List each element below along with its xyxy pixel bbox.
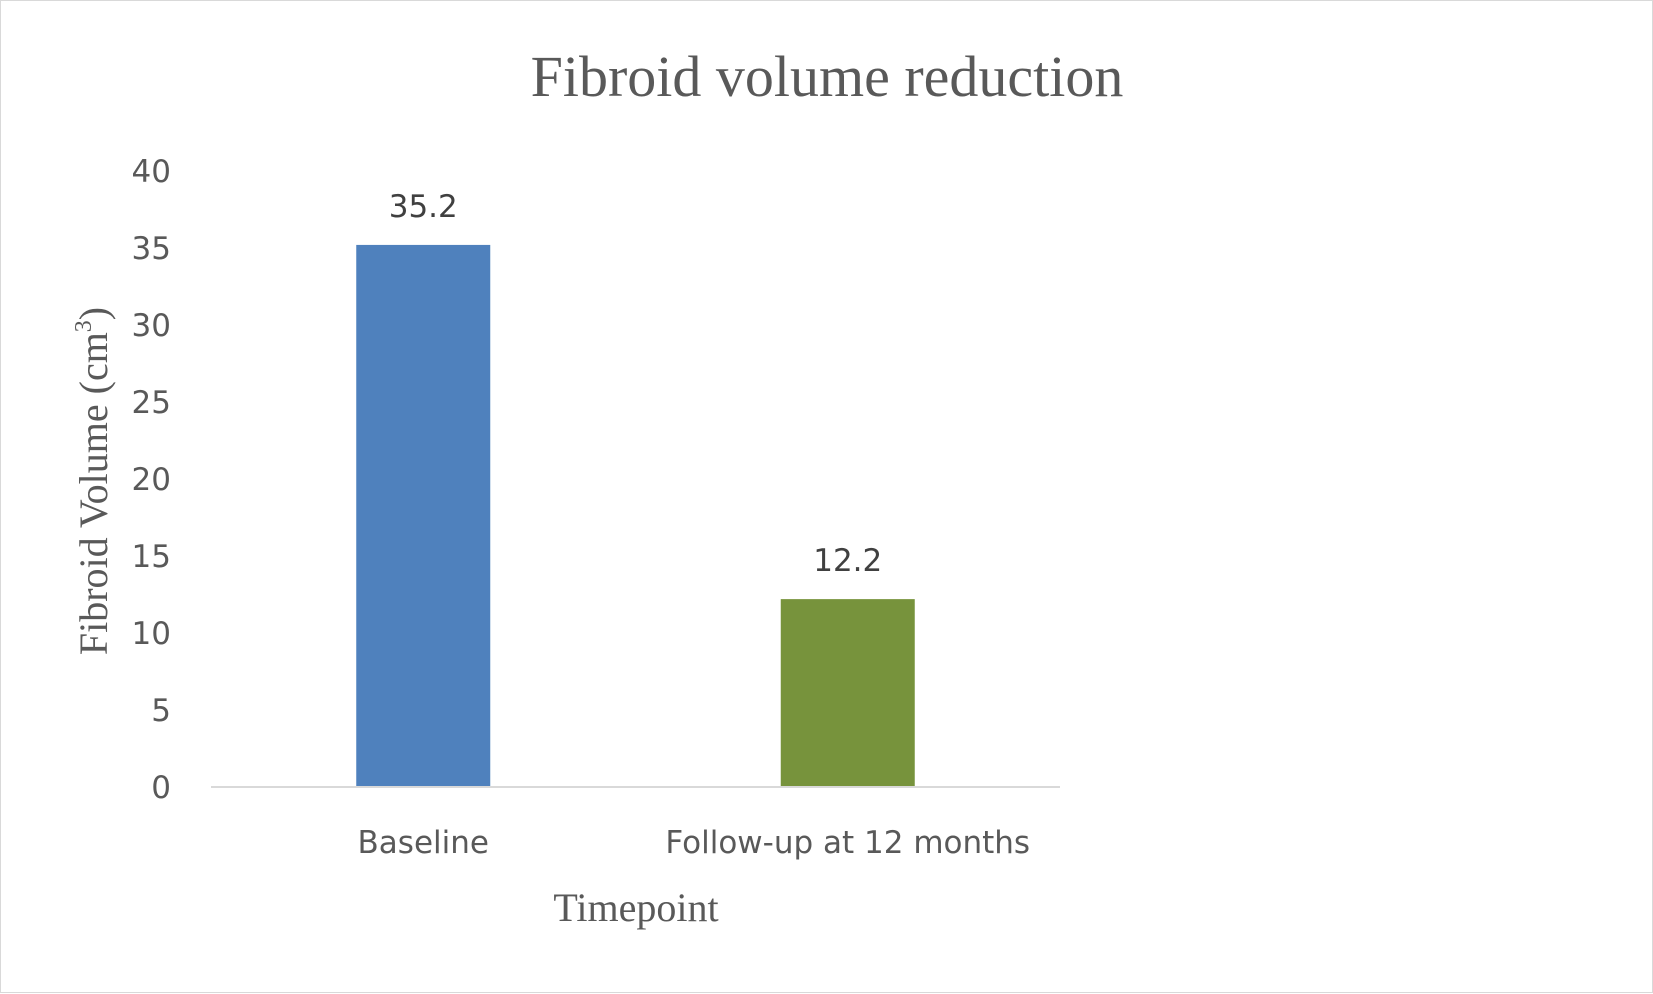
y-tick-label: 15 xyxy=(132,539,171,575)
y-tick-label: 25 xyxy=(132,385,171,421)
data-label-2: 12.2 xyxy=(813,543,882,579)
bars xyxy=(356,244,915,788)
x-category-label-1: Baseline xyxy=(358,825,489,861)
y-axis-ticks: 0 5 10 15 20 25 30 35 40 xyxy=(132,154,171,806)
y-tick-label: 10 xyxy=(132,616,171,652)
y-tick-label: 30 xyxy=(132,308,171,344)
x-axis-categories: Baseline Follow-up at 12 months xyxy=(358,825,1031,861)
y-tick-label: 20 xyxy=(132,462,171,498)
chart-title: Fibroid volume reduction xyxy=(531,44,1124,109)
y-axis-title-superscript: 3 xyxy=(71,320,97,332)
y-axis-title-main: Fibroid Volume (cm xyxy=(71,332,116,655)
x-category-label-2: Follow-up at 12 months xyxy=(665,825,1030,861)
bar-2 xyxy=(780,599,915,787)
y-axis-title: Fibroid Volume (cm3) xyxy=(71,307,116,655)
bar-1 xyxy=(356,244,491,788)
y-tick-label: 40 xyxy=(132,154,171,190)
data-labels: 35.2 12.2 xyxy=(389,189,883,579)
y-tick-label: 35 xyxy=(132,231,171,267)
x-axis-title: Timepoint xyxy=(553,885,718,930)
y-axis-title-close: ) xyxy=(71,307,116,320)
y-tick-label: 5 xyxy=(151,693,171,729)
data-label-1: 35.2 xyxy=(389,189,458,225)
y-tick-label: 0 xyxy=(151,770,171,806)
